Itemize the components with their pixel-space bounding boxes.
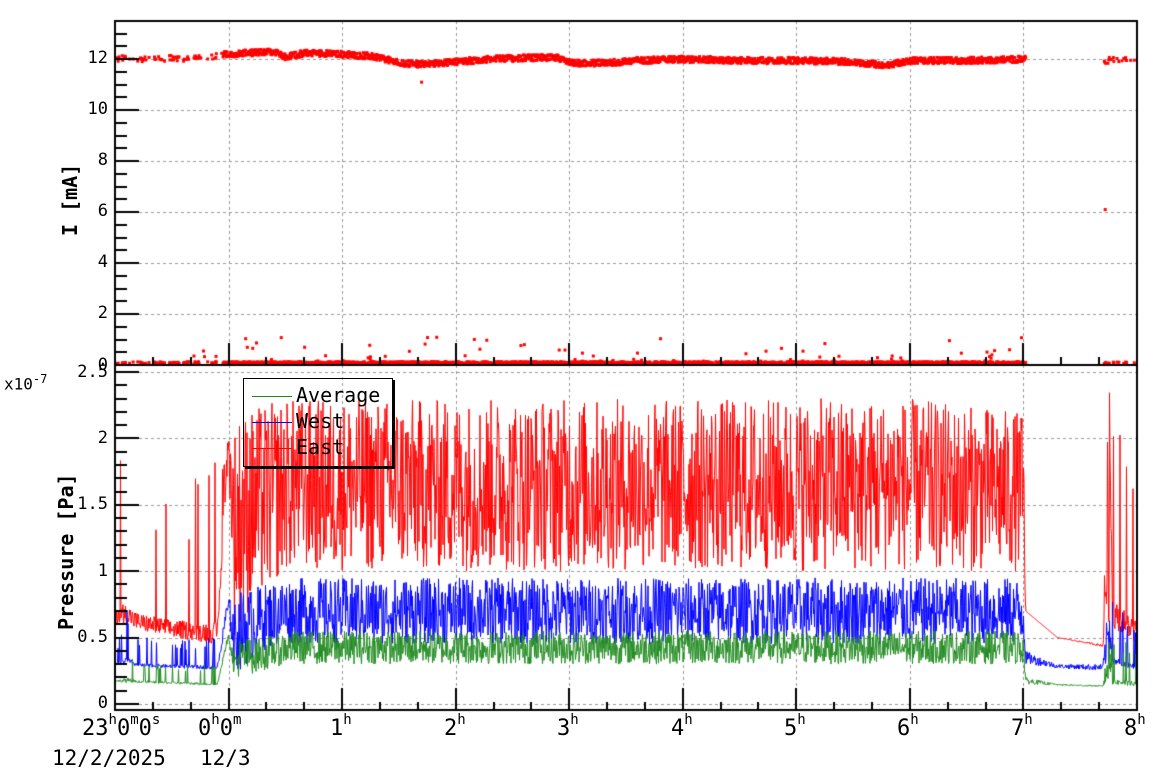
top-y-tick: 10 bbox=[87, 99, 108, 119]
top-y-tick: 4 bbox=[97, 252, 108, 272]
x-tick-hour: 2 bbox=[444, 716, 458, 741]
top-y-tick: 8 bbox=[97, 150, 108, 170]
x-tick-sec: 0 bbox=[138, 716, 152, 741]
bottom-y-tick: 2.5 bbox=[77, 362, 108, 382]
top-y-tick: 2 bbox=[97, 303, 108, 323]
x-tick: 2h bbox=[444, 712, 466, 741]
x-tick-hour: 6 bbox=[897, 716, 911, 741]
legend-swatch-west bbox=[252, 422, 292, 423]
x-tick-unit: h bbox=[1024, 712, 1033, 728]
x-tick: 6h bbox=[897, 712, 919, 741]
x-tick-midnight: 0h0m bbox=[198, 712, 241, 741]
x-tick-unit: h bbox=[684, 712, 693, 728]
legend-swatch-east bbox=[252, 448, 292, 449]
x-tick: 7h bbox=[1011, 712, 1033, 741]
legend: Average West East bbox=[243, 378, 393, 467]
x-tick: 4h bbox=[671, 712, 693, 741]
bottom-y-tick: 1 bbox=[97, 561, 108, 581]
x-tick-hour: 7 bbox=[1011, 716, 1025, 741]
legend-swatch-average bbox=[252, 396, 292, 397]
x-tick-unit: h bbox=[343, 712, 352, 728]
x-tick-hour: 0 bbox=[198, 716, 212, 741]
x-tick-unit: h bbox=[797, 712, 806, 728]
x-date-next: 12/3 bbox=[200, 746, 251, 770]
legend-item-average: Average bbox=[252, 383, 397, 407]
x-tick-unit: h bbox=[457, 712, 466, 728]
bottom-y-tick: 2 bbox=[97, 428, 108, 448]
x-tick: 8h bbox=[1124, 712, 1146, 741]
x-tick-unit: m bbox=[130, 712, 139, 728]
legend-label: West bbox=[296, 409, 345, 433]
top-y-tick: 0 bbox=[97, 355, 108, 375]
x-tick-min: 0 bbox=[219, 716, 233, 741]
x-tick-unit: s bbox=[151, 712, 161, 728]
x-tick: 5h bbox=[784, 712, 806, 741]
bottom-y-tick: 1.5 bbox=[77, 494, 108, 514]
exponent-base: x10 bbox=[4, 374, 33, 394]
legend-item-east: East bbox=[252, 435, 397, 459]
top-y-tick: 12 bbox=[87, 48, 108, 68]
top-y-axis-label: I [mA] bbox=[58, 163, 82, 236]
x-tick-unit: m bbox=[232, 712, 242, 728]
bottom-y-tick: 0.5 bbox=[77, 627, 108, 647]
legend-item-west: West bbox=[252, 409, 397, 433]
x-tick-unit: h bbox=[211, 712, 220, 728]
bottom-y-tick: 0 bbox=[97, 693, 108, 713]
x-tick-hour: 3 bbox=[557, 716, 571, 741]
x-date-start: 12/2/2025 bbox=[52, 746, 166, 770]
x-tick-start: 23h0m0s bbox=[82, 712, 160, 741]
x-tick-unit: h bbox=[108, 712, 117, 728]
x-tick-unit: h bbox=[1137, 712, 1146, 728]
x-tick-unit: h bbox=[910, 712, 919, 728]
x-tick-hour: 4 bbox=[671, 716, 685, 741]
legend-label: East bbox=[296, 435, 345, 459]
x-tick-min: 0 bbox=[116, 716, 131, 741]
top-y-tick: 6 bbox=[97, 201, 108, 221]
x-tick-hour: 5 bbox=[784, 716, 798, 741]
x-tick-hour: 1 bbox=[330, 716, 344, 741]
x-tick: 1h bbox=[330, 712, 352, 741]
x-tick: 3h bbox=[557, 712, 579, 741]
exponent-power: -7 bbox=[32, 372, 48, 386]
x-tick-hour: 8 bbox=[1124, 716, 1138, 741]
y-exponent-label: x10-7 bbox=[4, 372, 47, 393]
x-tick-unit: h bbox=[570, 712, 579, 728]
x-tick-hour: 23 bbox=[82, 716, 109, 741]
legend-label: Average bbox=[296, 383, 381, 407]
